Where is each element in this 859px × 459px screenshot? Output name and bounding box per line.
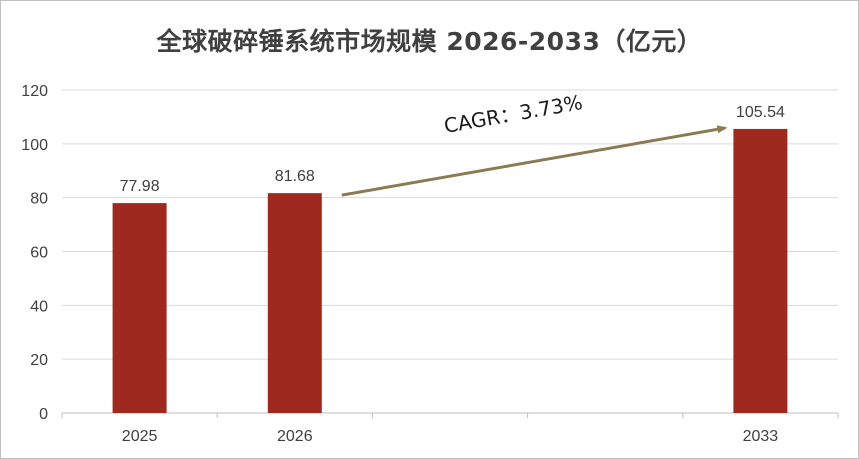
axes: 0 20 40 60 80 100 120 2025 2026 2033 <box>21 83 839 445</box>
bars <box>112 128 788 413</box>
data-label-2026: 81.68 <box>275 168 315 185</box>
x-tick-label-2025: 2025 <box>122 428 158 445</box>
cagr-label: CAGR：3.73% <box>442 90 584 138</box>
x-tick-label-2033: 2033 <box>743 428 779 445</box>
y-tick-label-80: 80 <box>30 191 48 208</box>
data-label-2025: 77.98 <box>120 178 160 195</box>
gridlines <box>62 89 838 360</box>
x-tick-label-2026: 2026 <box>277 428 313 445</box>
data-labels: 77.98 81.68 105.54 <box>120 104 785 195</box>
y-tick-label-60: 60 <box>30 245 48 262</box>
bar-2025 <box>112 203 167 413</box>
y-tick-label-0: 0 <box>39 406 48 423</box>
bar-2026 <box>267 193 322 413</box>
y-tick-label-40: 40 <box>30 298 48 315</box>
bar-2033 <box>733 128 788 413</box>
data-label-2033: 105.54 <box>736 104 785 121</box>
y-tick-label-20: 20 <box>30 352 48 369</box>
y-tick-label-100: 100 <box>21 137 48 154</box>
y-tick-label-120: 120 <box>21 83 48 100</box>
annotation: CAGR：3.73% <box>341 90 728 197</box>
cagr-arrow <box>341 125 728 197</box>
chart-title: 全球破碎锤系统市场规模 2026-2033（亿元） <box>156 27 703 56</box>
